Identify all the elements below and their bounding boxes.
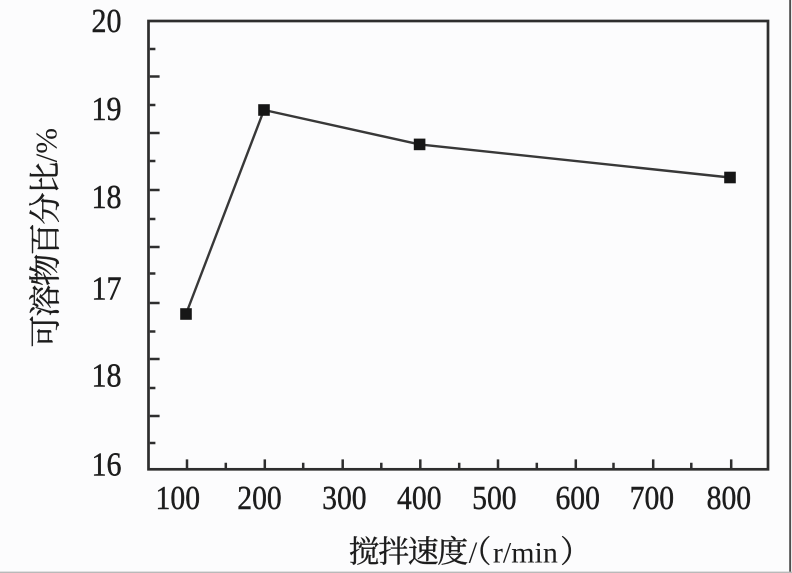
svg-text:500: 500: [472, 480, 517, 517]
svg-text:19: 19: [92, 91, 122, 128]
svg-text:300: 300: [322, 480, 367, 517]
svg-text:800: 800: [707, 480, 752, 517]
svg-text:700: 700: [630, 480, 675, 517]
svg-text:20: 20: [92, 3, 122, 40]
svg-text:600: 600: [555, 480, 600, 517]
svg-text:18: 18: [92, 179, 122, 216]
svg-text:100: 100: [156, 480, 201, 517]
svg-text:16: 16: [92, 446, 122, 483]
svg-text:18: 18: [92, 357, 122, 394]
svg-text:200: 200: [237, 480, 282, 517]
svg-text:/: /: [469, 534, 478, 569]
svg-text:17: 17: [92, 271, 122, 308]
svg-text:400: 400: [397, 480, 442, 517]
svg-text:r/min: r/min: [493, 536, 558, 569]
svg-text:/%: /%: [28, 128, 63, 162]
